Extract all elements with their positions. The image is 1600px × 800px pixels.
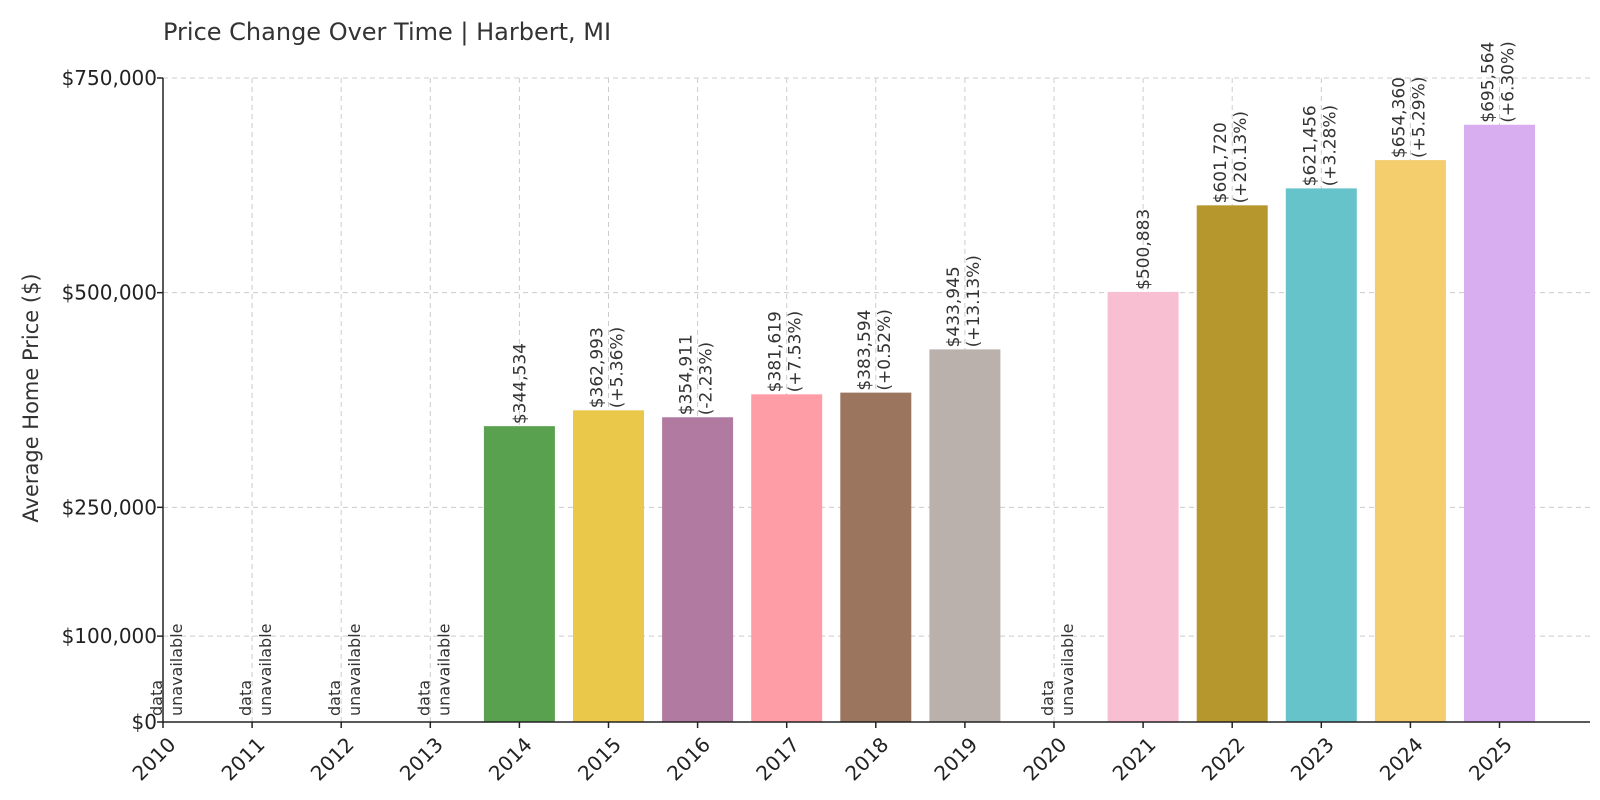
value-label: $344,534 bbox=[510, 343, 530, 424]
bar-label-2022: $601,720 (+20.13%) bbox=[1211, 111, 1251, 203]
value-label: $383,594 bbox=[855, 309, 875, 390]
bar-label-2016: $354,911 (-2.23%) bbox=[677, 334, 717, 415]
data-unavailable-label: data unavailable bbox=[236, 624, 275, 717]
bar-labels: data unavailable data unavailable data unavai… bbox=[147, 41, 1519, 716]
x-tick-label: 2010 bbox=[127, 732, 180, 785]
bar-2017 bbox=[751, 394, 823, 722]
y-tick-label: $0 bbox=[132, 710, 157, 734]
change-label: (+5.29%) bbox=[1409, 77, 1429, 159]
bar-2025 bbox=[1464, 124, 1535, 723]
unavailable-line-1: data bbox=[236, 680, 255, 716]
bar-2019 bbox=[929, 349, 1001, 722]
x-tick-label: 2018 bbox=[840, 732, 893, 785]
bar-2024 bbox=[1374, 160, 1446, 723]
x-tick-label: 2013 bbox=[395, 732, 448, 785]
bar-2022 bbox=[1196, 205, 1268, 722]
change-label: (+3.28%) bbox=[1320, 105, 1340, 187]
x-tick-label: 2024 bbox=[1375, 732, 1428, 785]
bar-2016 bbox=[662, 417, 734, 722]
unavailable-line-1: data bbox=[414, 680, 433, 716]
y-tick-label: $250,000 bbox=[62, 495, 157, 519]
bar-2023 bbox=[1285, 188, 1357, 722]
bar-2014 bbox=[483, 426, 555, 722]
bar-label-2019: $433,945 (+13.13%) bbox=[944, 255, 984, 347]
change-label: (+5.36%) bbox=[608, 327, 628, 409]
x-tick-label: 2011 bbox=[217, 732, 270, 785]
change-label: (+6.30%) bbox=[1499, 41, 1519, 123]
bars bbox=[483, 124, 1535, 723]
y-axis-label: Average Home Price ($) bbox=[19, 273, 43, 522]
bar-label-2017: $381,619 (+7.53%) bbox=[766, 311, 806, 393]
data-unavailable-label: data unavailable bbox=[1038, 624, 1077, 717]
unavailable-line-2: unavailable bbox=[1058, 624, 1077, 717]
unavailable-line-1: data bbox=[325, 680, 344, 716]
change-label: (+0.52%) bbox=[875, 309, 895, 391]
value-label: $654,360 bbox=[1389, 77, 1409, 158]
x-tick-label: 2016 bbox=[662, 732, 715, 785]
y-tick-label: $750,000 bbox=[62, 66, 157, 90]
unavailable-line-2: unavailable bbox=[345, 624, 364, 717]
bar-2021 bbox=[1107, 291, 1179, 722]
x-tick-label: 2014 bbox=[484, 732, 537, 785]
x-tick-label: 2017 bbox=[751, 732, 804, 785]
data-unavailable-label: data unavailable bbox=[147, 624, 186, 717]
x-tick-label: 2020 bbox=[1018, 732, 1071, 785]
x-tick-label: 2012 bbox=[306, 732, 359, 785]
value-label: $695,564 bbox=[1479, 42, 1499, 123]
x-tick-label: 2023 bbox=[1286, 732, 1339, 785]
value-label: $621,456 bbox=[1300, 105, 1320, 186]
change-label: (+7.53%) bbox=[786, 311, 806, 393]
y-tick-label: $500,000 bbox=[62, 281, 157, 305]
x-tick-label: 2019 bbox=[929, 732, 982, 785]
x-tick-label: 2022 bbox=[1197, 732, 1250, 785]
value-label: $381,619 bbox=[766, 311, 786, 392]
value-label: $601,720 bbox=[1211, 122, 1231, 203]
bar-label-2024: $654,360 (+5.29%) bbox=[1389, 77, 1429, 159]
bar-2018 bbox=[840, 392, 912, 722]
unavailable-line-1: data bbox=[1038, 680, 1057, 716]
bar-label-2015: $362,993 (+5.36%) bbox=[588, 327, 628, 409]
value-label: $433,945 bbox=[944, 266, 964, 347]
x-tick-label: 2025 bbox=[1464, 732, 1517, 785]
x-tick-label: 2021 bbox=[1108, 732, 1161, 785]
bar-2015 bbox=[573, 410, 644, 722]
y-tick-label: $100,000 bbox=[62, 624, 157, 648]
unavailable-line-2: unavailable bbox=[434, 624, 453, 717]
bar-label-2018: $383,594 (+0.52%) bbox=[855, 309, 895, 391]
unavailable-line-1: data bbox=[147, 680, 166, 716]
unavailable-line-2: unavailable bbox=[256, 624, 275, 717]
value-label: $354,911 bbox=[677, 334, 697, 415]
x-tick-label: 2015 bbox=[573, 732, 626, 785]
data-unavailable-label: data unavailable bbox=[414, 624, 453, 717]
bar-label-2014: $344,534 bbox=[510, 343, 530, 424]
bar-label-2023: $621,456 (+3.28%) bbox=[1300, 105, 1340, 187]
unavailable-line-2: unavailable bbox=[167, 624, 186, 717]
bar-label-2025: $695,564 (+6.30%) bbox=[1479, 41, 1519, 123]
value-label: $362,993 bbox=[588, 327, 608, 408]
value-label: $500,883 bbox=[1134, 209, 1154, 290]
change-label: (-2.23%) bbox=[697, 342, 717, 415]
data-unavailable-label: data unavailable bbox=[325, 624, 364, 717]
change-label: (+13.13%) bbox=[964, 255, 984, 347]
bar-label-2021: $500,883 bbox=[1134, 209, 1154, 290]
chart-title: Price Change Over Time | Harbert, MI bbox=[163, 18, 611, 46]
axes: $0 $100,000 $250,000 $500,000 $750,000 2010 20… bbox=[62, 66, 1590, 785]
change-label: (+20.13%) bbox=[1231, 111, 1251, 203]
